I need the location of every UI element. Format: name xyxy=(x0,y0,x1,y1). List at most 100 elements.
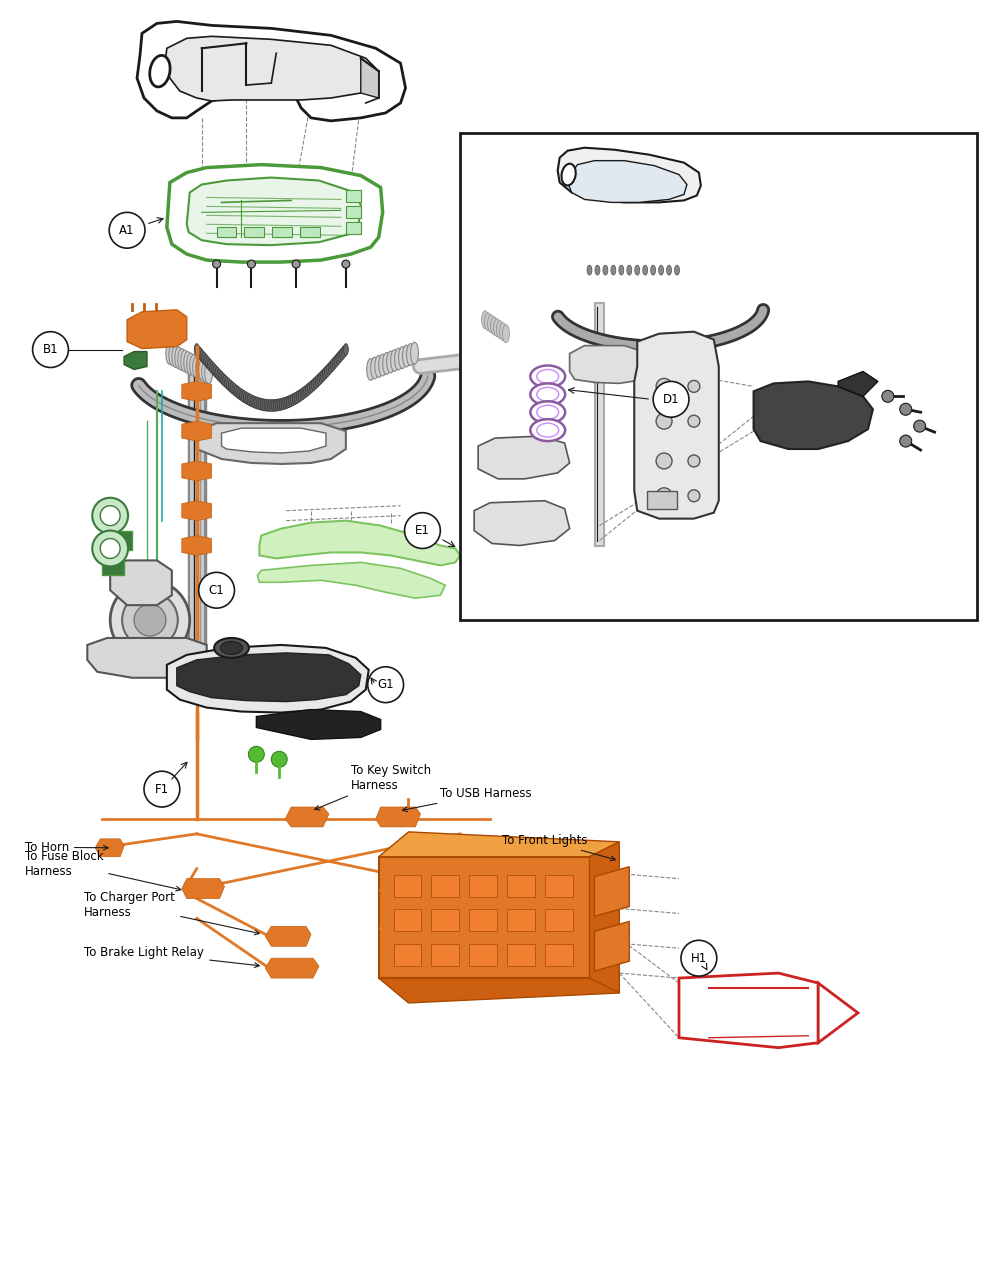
Circle shape xyxy=(900,435,912,447)
Ellipse shape xyxy=(258,398,263,411)
Polygon shape xyxy=(545,874,573,897)
Ellipse shape xyxy=(287,395,292,408)
Polygon shape xyxy=(187,177,361,246)
Circle shape xyxy=(199,573,234,608)
Ellipse shape xyxy=(232,384,237,395)
Ellipse shape xyxy=(343,343,348,356)
Ellipse shape xyxy=(313,376,318,389)
Ellipse shape xyxy=(311,379,316,390)
Bar xyxy=(244,227,264,237)
Polygon shape xyxy=(545,944,573,967)
Ellipse shape xyxy=(323,367,328,379)
Ellipse shape xyxy=(234,385,239,397)
Ellipse shape xyxy=(289,395,294,407)
Ellipse shape xyxy=(340,348,345,360)
Ellipse shape xyxy=(587,265,592,275)
Text: To Charger Port
Harness: To Charger Port Harness xyxy=(84,892,259,935)
Circle shape xyxy=(688,416,700,427)
Circle shape xyxy=(342,260,350,269)
Ellipse shape xyxy=(403,345,411,367)
Polygon shape xyxy=(507,874,535,897)
Ellipse shape xyxy=(184,351,192,374)
Circle shape xyxy=(271,751,287,768)
Ellipse shape xyxy=(260,399,265,411)
Circle shape xyxy=(368,666,404,703)
Ellipse shape xyxy=(277,399,282,411)
Ellipse shape xyxy=(224,376,229,389)
Ellipse shape xyxy=(328,361,333,372)
Ellipse shape xyxy=(196,357,204,379)
Polygon shape xyxy=(110,560,172,606)
Polygon shape xyxy=(256,710,381,740)
Ellipse shape xyxy=(181,350,189,372)
Polygon shape xyxy=(182,878,225,898)
Polygon shape xyxy=(431,944,459,967)
Text: C1: C1 xyxy=(209,584,224,597)
Circle shape xyxy=(109,213,145,248)
Ellipse shape xyxy=(627,265,632,275)
Ellipse shape xyxy=(274,399,278,412)
Ellipse shape xyxy=(240,389,244,402)
Ellipse shape xyxy=(307,381,312,394)
Ellipse shape xyxy=(321,369,326,381)
Ellipse shape xyxy=(595,265,600,275)
Ellipse shape xyxy=(300,388,305,400)
Circle shape xyxy=(92,531,128,566)
Ellipse shape xyxy=(294,392,299,404)
Ellipse shape xyxy=(391,350,399,371)
Ellipse shape xyxy=(245,393,250,404)
Ellipse shape xyxy=(562,163,576,185)
Polygon shape xyxy=(285,807,329,827)
Ellipse shape xyxy=(488,314,495,333)
Ellipse shape xyxy=(371,357,379,379)
Ellipse shape xyxy=(603,265,608,275)
Ellipse shape xyxy=(537,423,559,437)
Circle shape xyxy=(247,260,255,269)
Circle shape xyxy=(882,390,894,403)
Ellipse shape xyxy=(383,352,391,375)
Ellipse shape xyxy=(198,348,203,360)
Polygon shape xyxy=(182,381,212,402)
Polygon shape xyxy=(679,973,818,1048)
Polygon shape xyxy=(469,944,497,967)
Polygon shape xyxy=(634,332,719,518)
Ellipse shape xyxy=(500,323,506,341)
Circle shape xyxy=(292,260,300,269)
Ellipse shape xyxy=(196,346,201,357)
Ellipse shape xyxy=(238,388,243,400)
Ellipse shape xyxy=(530,384,565,405)
Polygon shape xyxy=(394,874,421,897)
Ellipse shape xyxy=(319,371,324,383)
Polygon shape xyxy=(379,856,590,978)
Circle shape xyxy=(134,604,166,636)
Polygon shape xyxy=(507,944,535,967)
Text: A1: A1 xyxy=(119,224,135,237)
Text: To Fuse Block
Harness: To Fuse Block Harness xyxy=(25,850,181,891)
Bar xyxy=(647,490,677,508)
Ellipse shape xyxy=(643,265,648,275)
Text: To Front Lights: To Front Lights xyxy=(502,834,615,860)
Ellipse shape xyxy=(243,392,248,404)
Ellipse shape xyxy=(502,324,509,342)
Ellipse shape xyxy=(651,265,656,275)
Ellipse shape xyxy=(204,355,209,366)
Ellipse shape xyxy=(253,397,258,408)
Polygon shape xyxy=(379,832,619,856)
Circle shape xyxy=(914,421,926,432)
Polygon shape xyxy=(124,351,147,370)
Ellipse shape xyxy=(407,343,414,365)
Ellipse shape xyxy=(341,346,346,357)
Text: F1: F1 xyxy=(155,783,169,796)
Ellipse shape xyxy=(537,370,559,384)
Circle shape xyxy=(405,513,440,549)
Ellipse shape xyxy=(251,395,256,408)
Circle shape xyxy=(213,260,221,269)
Ellipse shape xyxy=(199,359,207,381)
Polygon shape xyxy=(469,874,497,897)
Ellipse shape xyxy=(304,385,309,397)
Circle shape xyxy=(248,746,264,763)
Ellipse shape xyxy=(482,310,489,328)
Ellipse shape xyxy=(619,265,624,275)
Ellipse shape xyxy=(202,352,207,365)
Ellipse shape xyxy=(530,402,565,423)
